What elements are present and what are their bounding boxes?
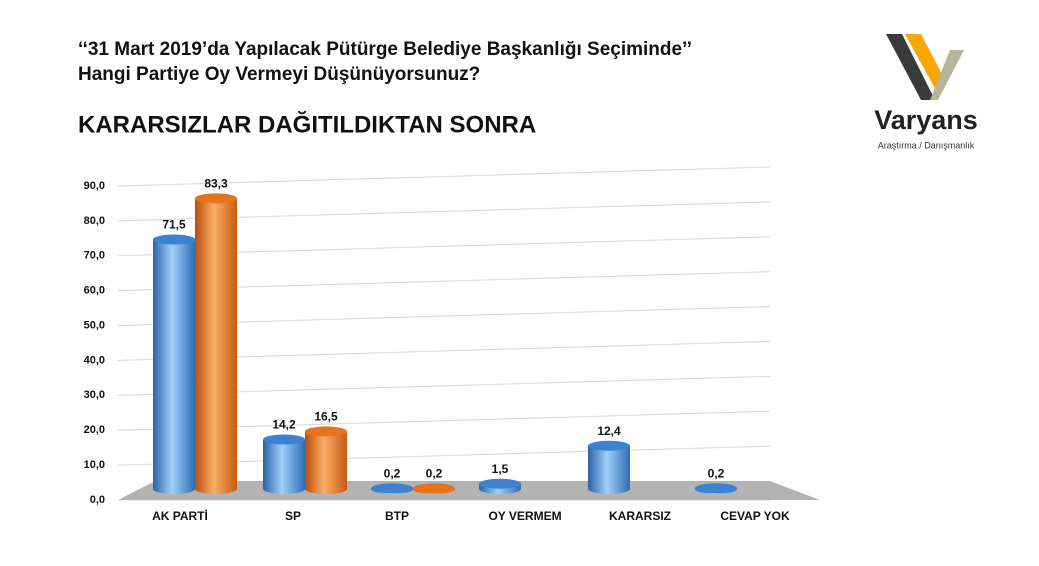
value-label: 0,2 bbox=[708, 466, 725, 480]
bar bbox=[263, 439, 305, 489]
x-tick-label: OY VERMEM bbox=[488, 509, 561, 523]
x-tick-label: AK PARTİ bbox=[152, 508, 208, 523]
value-label: 83,3 bbox=[204, 177, 228, 191]
title-line: ‘‘31 Mart 2019’da Yapılacak Pütürge Bele… bbox=[78, 39, 692, 60]
subtitle: KARARSIZLAR DAĞITILDIKTAN SONRA bbox=[78, 110, 536, 138]
value-label: 14,2 bbox=[272, 418, 296, 432]
bar-cap bbox=[588, 440, 630, 451]
bar-cap bbox=[371, 483, 413, 494]
y-tick-label: 80,0 bbox=[84, 215, 105, 227]
title-line: Hangi Partiye Oy Vermeyi Düşünüyorsunuz? bbox=[78, 64, 480, 85]
logo-mark bbox=[905, 34, 945, 92]
value-label: 16,5 bbox=[314, 410, 338, 424]
y-tick-label: 30,0 bbox=[84, 389, 105, 401]
bar-cap bbox=[305, 426, 347, 437]
logo-name: Varyans bbox=[874, 105, 978, 135]
x-tick-label: CEVAP YOK bbox=[720, 509, 790, 523]
bar-cap bbox=[153, 234, 195, 245]
y-tick-label: 40,0 bbox=[84, 354, 105, 366]
bar bbox=[305, 431, 347, 489]
x-tick-label: SP bbox=[285, 509, 301, 523]
bar bbox=[588, 445, 630, 489]
x-tick-label: BTP bbox=[385, 509, 409, 523]
y-tick-label: 70,0 bbox=[84, 250, 105, 262]
value-label: 1,5 bbox=[492, 462, 509, 476]
value-label: 0,2 bbox=[384, 466, 401, 480]
y-tick-label: 20,0 bbox=[84, 424, 105, 436]
y-tick-label: 10,0 bbox=[84, 459, 105, 471]
logo-mark bbox=[930, 50, 964, 100]
grid-line bbox=[117, 166, 771, 187]
y-tick-label: 90,0 bbox=[84, 180, 105, 192]
bar-cap bbox=[695, 483, 737, 494]
bar-cap bbox=[263, 434, 305, 445]
y-tick-label: 50,0 bbox=[84, 319, 105, 331]
y-tick-label: 0,0 bbox=[90, 494, 105, 506]
bar bbox=[195, 198, 237, 489]
y-tick-label: 60,0 bbox=[84, 285, 105, 297]
value-label: 71,5 bbox=[162, 218, 186, 232]
bar-cap bbox=[413, 483, 455, 494]
logo-mark bbox=[886, 34, 935, 100]
x-tick-label: KARARSIZ bbox=[609, 509, 671, 523]
bar bbox=[153, 239, 195, 489]
logo: Varyans Araştırma / Danışmanlık bbox=[874, 34, 978, 150]
value-label: 0,2 bbox=[426, 466, 443, 480]
bar-cap bbox=[479, 478, 521, 489]
value-label: 12,4 bbox=[597, 424, 621, 438]
bar-cap bbox=[195, 193, 237, 204]
logo-tagline: Araştırma / Danışmanlık bbox=[878, 140, 975, 150]
